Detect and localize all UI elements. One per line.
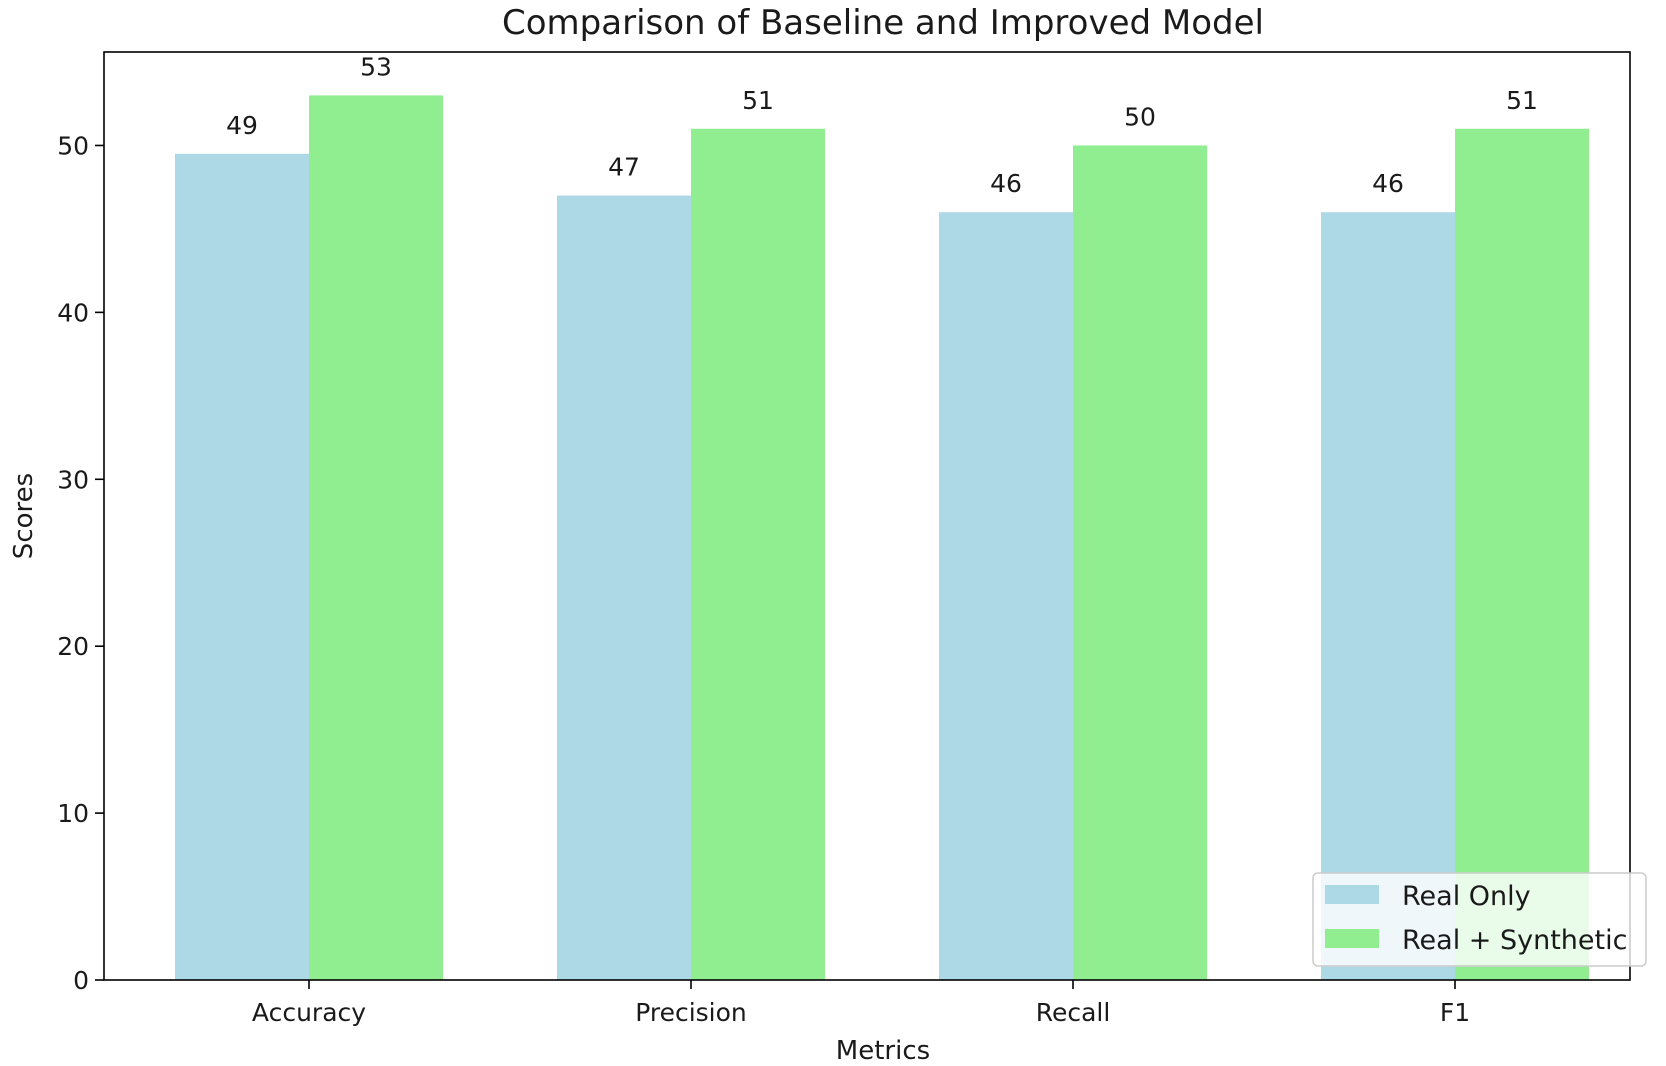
value-label-real-synthetic-precision: 51 [742, 86, 774, 115]
bar-real-only-recall [939, 212, 1073, 980]
y-tick-label: 50 [57, 131, 89, 160]
value-label-real-synthetic-accuracy: 53 [360, 52, 392, 81]
value-label-real-only-f1: 46 [1372, 169, 1404, 198]
x-tick-label-f1: F1 [1440, 998, 1470, 1027]
legend-label-real-only: Real Only [1402, 881, 1531, 912]
bars-layer [175, 95, 1589, 981]
legend-swatch-real-synthetic [1325, 929, 1379, 948]
value-labels-layer: 49 47 46 46 53 51 50 51 [226, 52, 1538, 198]
y-axis-label: Scores [9, 473, 39, 559]
plot-frame [103, 51, 1631, 981]
y-tick-label: 30 [57, 465, 89, 494]
y-tick-label: 0 [73, 966, 89, 995]
bar-real-only-f1 [1321, 212, 1455, 980]
value-label-real-only-recall: 46 [990, 169, 1022, 198]
value-label-real-only-accuracy: 49 [226, 111, 258, 140]
legend-swatch-real-only [1325, 885, 1379, 904]
x-tick-label-precision: Precision [635, 998, 747, 1027]
x-tick-label-recall: Recall [1036, 998, 1111, 1027]
bar-real-synthetic-accuracy [309, 95, 443, 980]
value-label-real-synthetic-f1: 51 [1506, 86, 1538, 115]
x-axis: Accuracy Precision Recall F1 [252, 980, 1470, 1027]
bar-real-synthetic-precision [691, 128, 825, 980]
bar-real-synthetic-recall [1073, 145, 1207, 980]
y-tick-label: 10 [57, 799, 89, 828]
bar-real-only-precision [557, 195, 691, 981]
legend: Real Only Real + Synthetic [1312, 872, 1647, 967]
bar-real-synthetic-f1 [1455, 128, 1589, 980]
legend-label-real-synthetic: Real + Synthetic [1402, 925, 1627, 956]
y-tick-label: 20 [57, 632, 89, 661]
x-tick-label-accuracy: Accuracy [252, 998, 366, 1027]
legend-frame [1312, 872, 1647, 967]
bar-real-only-accuracy [175, 153, 309, 981]
y-tick-label: 40 [57, 298, 89, 327]
y-axis: 0 10 20 30 40 50 [57, 131, 104, 995]
value-label-real-synthetic-recall: 50 [1124, 102, 1156, 131]
x-axis-label: Metrics [836, 1036, 930, 1066]
value-label-real-only-precision: 47 [608, 153, 640, 182]
chart-title: Comparison of Baseline and Improved Mode… [502, 3, 1264, 43]
